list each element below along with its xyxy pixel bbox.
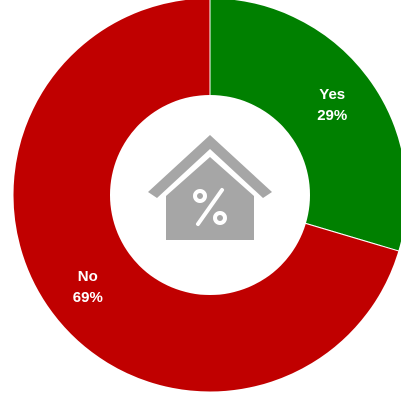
slice-labels: Yes 29% No 69% <box>73 86 347 306</box>
slice-category-label: No <box>78 268 98 285</box>
slice-value-label: 29% <box>317 107 347 124</box>
slice-value-label: 69% <box>73 289 103 306</box>
slice-category-label: Yes <box>319 86 345 103</box>
house-percent-icon <box>148 135 272 240</box>
